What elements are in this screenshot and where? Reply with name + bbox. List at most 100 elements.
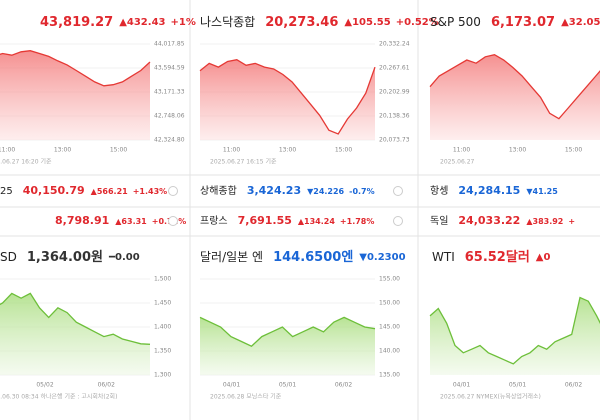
quote-name[interactable]: 나스닥종합 (200, 15, 255, 29)
x-tick-label: 11:00 (223, 147, 240, 154)
quote-change[interactable]: ▼41.25 (526, 187, 558, 196)
quote-price[interactable]: 65.52달러 (465, 249, 530, 265)
y-tick-label: 1,400 (154, 324, 171, 331)
detail-button[interactable] (168, 186, 178, 196)
quote-name[interactable]: 독일 (430, 215, 448, 227)
detail-button[interactable] (393, 186, 403, 196)
area (430, 54, 600, 140)
y-tick-label: 42,324.80 (154, 137, 185, 144)
quote-price[interactable]: 144.6500엔 (273, 249, 353, 265)
line (429, 54, 600, 120)
quote-change-pct[interactable]: + (568, 217, 575, 226)
y-tick-label: 20,267.61 (379, 65, 410, 72)
y-tick-label: 145.00 (379, 324, 400, 331)
quote-header[interactable]: 상해종합 3,424.23 ▼24.226 -0.7% (200, 184, 375, 197)
x-tick-label: 15:00 (110, 147, 127, 154)
quote-change[interactable]: ▲566.21 (91, 187, 128, 196)
quote-header[interactable]: 독일 24,033.22 ▲383.92 + (430, 214, 575, 227)
y-tick-label: 1,300 (154, 372, 171, 379)
quote-change[interactable]: ▼0.2300 (359, 252, 405, 263)
quote-header[interactable]: 나스닥종합 20,273.46 ▲105.55 +0.52% (200, 15, 439, 30)
x-tick-label: 06/02 (98, 382, 115, 389)
quote-header[interactable]: 프랑스 7,691.55 ▲134.24 +1.78% (200, 214, 374, 227)
quote-header[interactable]: WTI 65.52달러 ▲0 (432, 249, 550, 265)
quote-name[interactable]: SD (0, 250, 17, 264)
y-tick-label: 43,594.59 (154, 64, 185, 71)
y-tick-label: 43,171.33 (154, 88, 185, 95)
y-tick-label: 20,332.24 (379, 41, 410, 48)
y-tick-label: 1,450 (154, 300, 171, 307)
detail-button[interactable] (168, 216, 178, 226)
y-tick-label: 44,017.85 (154, 41, 185, 48)
quote-price[interactable]: 24,284.15 (458, 184, 520, 197)
quote-header[interactable]: 25 40,150.79 ▲566.21 +1.43% (0, 184, 167, 197)
quote-change-pct[interactable]: -0.7% (349, 187, 375, 196)
quote-header[interactable]: SD 1,364.00원 ━0.00 (0, 250, 140, 265)
quote-price[interactable]: 1,364.00원 (27, 250, 103, 265)
y-tick-label: 20,202.99 (379, 88, 410, 95)
x-tick-label: 05/02 (36, 382, 53, 389)
quote-change[interactable]: ▼24.226 (307, 187, 344, 196)
line (199, 59, 376, 135)
x-tick-label: 15:00 (565, 147, 582, 154)
area (200, 59, 375, 141)
quote-change-pct[interactable]: +1% (170, 17, 195, 28)
x-tick-label: 06/02 (565, 382, 582, 389)
x-tick-label: 11:00 (0, 147, 15, 154)
quote-change[interactable]: ━0.00 (108, 252, 140, 263)
quote-name[interactable]: WTI (432, 250, 455, 264)
quote-change-pct[interactable]: +1.78% (340, 217, 374, 226)
line (199, 316, 376, 347)
quote-price[interactable]: 20,273.46 (265, 15, 338, 30)
quote-change[interactable]: ▲63.31 (115, 217, 147, 226)
quote-name[interactable]: 프랑스 (200, 215, 228, 227)
quote-price[interactable]: 6,173.07 (491, 15, 555, 30)
footer: 2025.06.30 08:34 하나은행 기준 : 고시회차(2회) (0, 393, 117, 401)
quote-name[interactable]: 항셍 (430, 185, 448, 197)
quote-price[interactable]: 40,150.79 (23, 184, 85, 197)
y-tick-label: 1,500 (154, 276, 171, 283)
footer: 2025.06.27 NYMEX(뉴욕상업거래소) (440, 393, 541, 401)
x-tick-label: 06/02 (335, 382, 352, 389)
quote-price[interactable]: 24,033.22 (458, 214, 520, 227)
y-tick-label: 42,748.06 (154, 113, 185, 120)
quote-change[interactable]: ▲134.24 (298, 217, 335, 226)
quote-name[interactable]: 달러/일본 엔 (200, 250, 263, 264)
x-tick-label: 11:00 (453, 147, 470, 154)
x-tick-label: 04/01 (453, 382, 470, 389)
footer: 2025.06.27 16:15 기준 (210, 158, 277, 166)
quote-price[interactable]: 3,424.23 (247, 184, 301, 197)
x-tick-label: 13:00 (279, 147, 296, 154)
quote-price[interactable]: 8,798.91 (55, 214, 109, 227)
quote-change[interactable]: ▲105.55 (344, 17, 390, 28)
x-tick-label: 13:00 (509, 147, 526, 154)
detail-button[interactable] (393, 216, 403, 226)
quote-change[interactable]: ▲0 (536, 252, 551, 263)
x-tick-label: 05/01 (509, 382, 526, 389)
quote-change[interactable]: ▲432.43 (119, 17, 165, 28)
x-tick-label: 05/01 (279, 382, 296, 389)
quote-price[interactable]: 43,819.27 (40, 15, 113, 30)
quote-change-pct[interactable]: +1.43% (133, 187, 167, 196)
quote-header[interactable]: 달러/일본 엔 144.6500엔 ▼0.2300 (200, 249, 406, 265)
line (0, 50, 151, 87)
quote-header[interactable]: S&P 500 6,173.07 ▲32.05 (430, 15, 600, 30)
quote-name[interactable]: 25 (0, 186, 13, 197)
quote-change[interactable]: ▲32.05 (561, 17, 600, 28)
quote-name[interactable]: S&P 500 (430, 15, 481, 29)
line (429, 296, 600, 365)
quote-price[interactable]: 7,691.55 (238, 214, 292, 227)
x-tick-label: 13:00 (54, 147, 71, 154)
y-tick-label: 135.00 (379, 372, 400, 379)
area (200, 317, 375, 375)
quote-name[interactable]: 상해종합 (200, 184, 237, 197)
quote-header[interactable]: 8,798.91▲63.31+0.72% (55, 214, 186, 227)
x-tick-label: 15:00 (335, 147, 352, 154)
quote-header[interactable]: 항셍 24,284.15 ▼41.25 (430, 184, 558, 197)
quote-change[interactable]: ▲383.92 (526, 217, 563, 226)
x-tick-label: 04/01 (223, 382, 240, 389)
quote-header[interactable]: 43,819.27 ▲432.43 +1% (40, 15, 196, 30)
quote-change-pct[interactable]: +0.52% (396, 17, 439, 28)
area (430, 297, 600, 375)
